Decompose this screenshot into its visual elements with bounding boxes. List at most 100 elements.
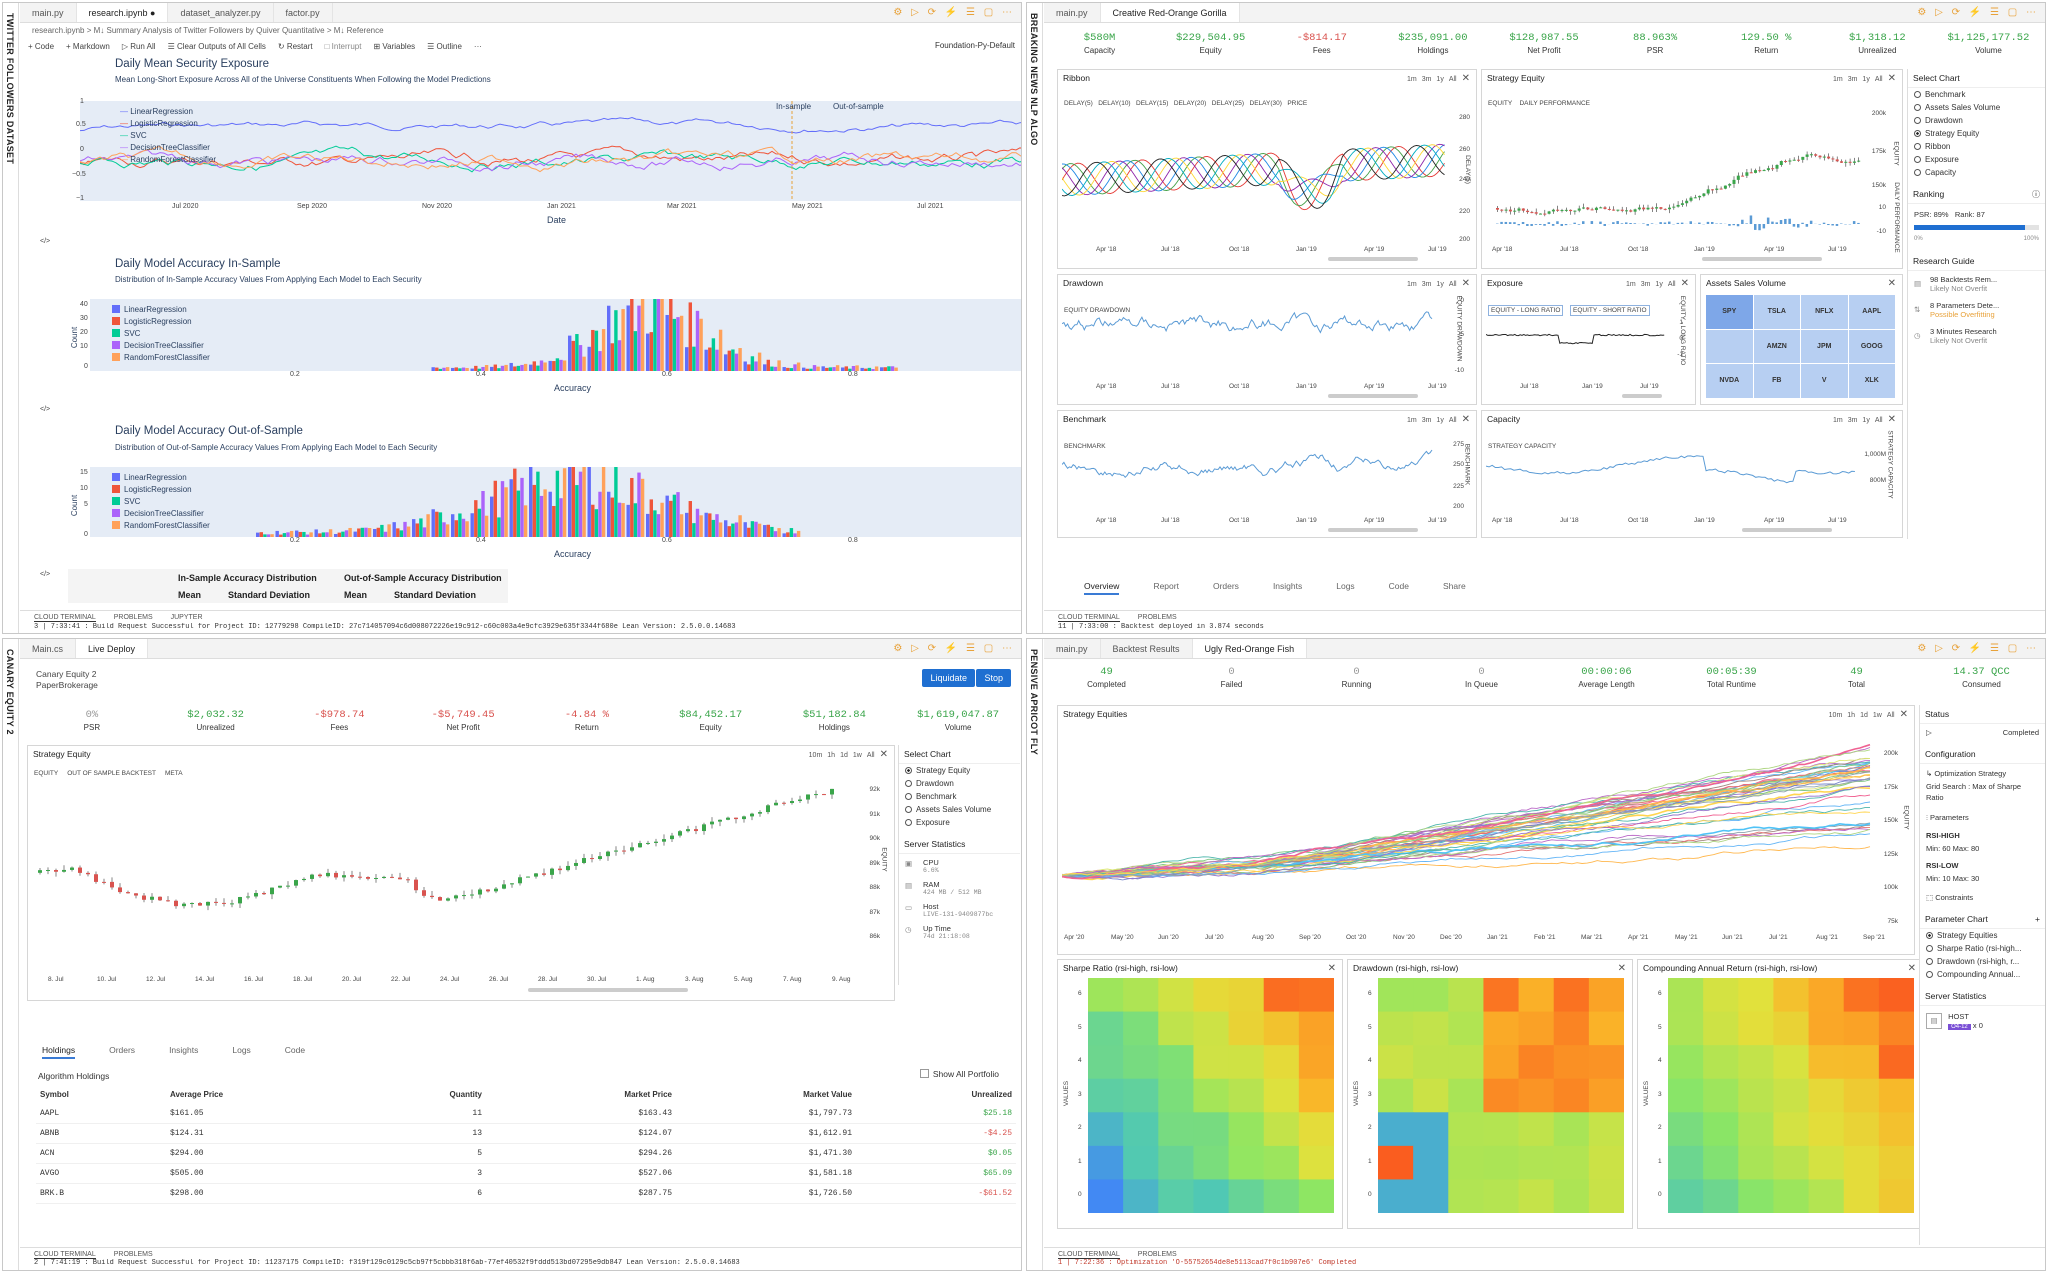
tab-optimization[interactable]: Ugly Red-Orange Fish (1192, 639, 1308, 658)
heatmap-cell[interactable] (1088, 978, 1124, 1013)
heatmap-cell[interactable] (1298, 978, 1334, 1013)
heatmap-cell[interactable] (1808, 1011, 1845, 1046)
heatmap-cell[interactable] (1738, 1011, 1774, 1046)
heatmap-cell[interactable] (1518, 1112, 1555, 1147)
radio-benchmark[interactable]: Benchmark (1908, 88, 2045, 101)
heatmap-cell[interactable] (1738, 1078, 1774, 1113)
heatmap-cell[interactable] (1588, 1078, 1624, 1113)
heatmap-cell[interactable] (1483, 1145, 1520, 1180)
heatmap-cell[interactable] (1843, 1011, 1880, 1046)
col-quantity[interactable]: Quantity (449, 1090, 482, 1099)
heatmap-cell[interactable] (1808, 1145, 1845, 1180)
heatmap-cell[interactable] (1773, 1045, 1810, 1080)
tab-research-ipynb[interactable]: research.ipynb ● (76, 3, 169, 22)
radio-icon[interactable] (1926, 932, 1933, 939)
heatmap-cell[interactable] (1878, 1179, 1914, 1213)
heatmap-cell[interactable] (1843, 1045, 1880, 1080)
range-selector[interactable]: 10m 1h 1d 1w All ✕ (1828, 709, 1908, 720)
heatmap-cell[interactable] (1158, 1179, 1194, 1213)
heatmap-cell[interactable] (1808, 1112, 1845, 1147)
tab-backtest-results[interactable]: Backtest Results (1101, 639, 1193, 658)
heatmap-cell[interactable] (1808, 1179, 1845, 1213)
heatmap-cell[interactable] (1843, 1078, 1880, 1113)
heatmap-cell[interactable] (1738, 1112, 1774, 1147)
heatmap-cell[interactable] (1703, 1045, 1739, 1080)
heatmap-cell[interactable] (1588, 978, 1624, 1013)
heatmap-cell[interactable] (1413, 1078, 1449, 1113)
heatmap-cell[interactable] (1518, 1145, 1555, 1180)
run-all-button[interactable]: ▷ Run All (121, 41, 156, 51)
radio-icon[interactable] (905, 767, 912, 774)
heatmap-cell[interactable] (1738, 978, 1774, 1013)
range-selector[interactable]: 1m 3m 1y All ✕ (1832, 73, 1896, 84)
heatmap-cell[interactable] (1378, 978, 1414, 1013)
heatmap-cell[interactable] (1158, 978, 1194, 1013)
tab-main-py[interactable]: main.py (20, 3, 77, 22)
heatmap-cell[interactable] (1703, 1011, 1739, 1046)
heatmap-cell[interactable] (1878, 1078, 1914, 1113)
heatmap-cell[interactable] (1553, 978, 1590, 1013)
tab-problems[interactable]: PROBLEMS (1137, 1251, 1177, 1258)
tab-cloud-terminal[interactable]: CLOUD TERMINAL (34, 1251, 96, 1259)
close-icon[interactable]: ✕ (1887, 278, 1896, 289)
radio-drawdown-rsi-high-r-[interactable]: Drawdown (rsi-high, r... (1920, 955, 2045, 968)
table-row[interactable]: ACN $294.00 5 $294.26 $1,471.30 $0.05 (36, 1143, 1016, 1164)
heatmap-cell[interactable] (1298, 1045, 1334, 1080)
radio-ribbon[interactable]: Ribbon (1908, 140, 2045, 153)
tab-logs[interactable]: Logs (1336, 581, 1355, 591)
heatmap-cell[interactable] (1483, 1112, 1520, 1147)
heatmap-cell[interactable] (1088, 1179, 1124, 1213)
show-all-toggle[interactable]: Show All Portfolio (919, 1069, 999, 1079)
table-row[interactable]: BRK.B $298.00 6 $287.75 $1,726.50 -$61.52 (36, 1183, 1016, 1204)
heatmap-cell[interactable] (1588, 1179, 1624, 1213)
heatmap-cell[interactable] (1228, 1078, 1265, 1113)
treemap-cell[interactable]: NVDA (1706, 364, 1753, 398)
heatmap-cell[interactable] (1773, 1145, 1810, 1180)
heatmap-cell[interactable] (1298, 1078, 1334, 1113)
heatmap-cell[interactable] (1123, 1112, 1159, 1147)
tab-holdings[interactable]: Holdings (42, 1045, 76, 1059)
heatmap-cell[interactable] (1123, 978, 1159, 1013)
radio-icon[interactable] (1914, 91, 1921, 98)
heatmap-cell[interactable] (1448, 1011, 1484, 1046)
heatmap-cell[interactable] (1193, 978, 1230, 1013)
heatmap-cell[interactable] (1378, 1145, 1414, 1180)
heatmap-cell[interactable] (1808, 1045, 1845, 1080)
heatmap-cell[interactable] (1193, 1145, 1230, 1180)
stop-button[interactable]: Stop (976, 669, 1011, 687)
heatmap-cell[interactable] (1378, 1045, 1414, 1080)
heatmap-cell[interactable] (1298, 1112, 1334, 1147)
heatmap-cell[interactable] (1448, 1045, 1484, 1080)
heatmap-cell[interactable] (1193, 1179, 1230, 1213)
chart-scrollbar[interactable] (1702, 257, 1822, 261)
heatmap-cell[interactable] (1518, 1045, 1555, 1080)
add-markdown-button[interactable]: + Markdown (66, 41, 110, 51)
tab-dataset-analyzer[interactable]: dataset_analyzer.py (168, 3, 274, 22)
heatmap-cell[interactable] (1588, 1145, 1624, 1180)
heatmap-cell[interactable] (1228, 1145, 1265, 1180)
heatmap-cell[interactable] (1228, 1011, 1265, 1046)
liquidate-button[interactable]: Liquidate (922, 669, 975, 687)
treemap-cell[interactable]: AMZN (1753, 329, 1800, 364)
radio-icon[interactable] (905, 793, 912, 800)
heatmap-cell[interactable] (1808, 978, 1845, 1013)
radio-benchmark[interactable]: Benchmark (899, 790, 1020, 803)
heatmap-cell[interactable] (1193, 1078, 1230, 1113)
treemap-cell[interactable]: JPM (1801, 329, 1848, 364)
radio-drawdown[interactable]: Drawdown (1908, 114, 2045, 127)
heatmap-cell[interactable] (1448, 1179, 1484, 1213)
col-average-price[interactable]: Average Price (170, 1090, 224, 1099)
treemap-cell[interactable] (1706, 329, 1753, 364)
tab-problems[interactable]: PROBLEMS (1137, 614, 1177, 621)
tab-jupyter[interactable]: JUPYTER (170, 614, 203, 621)
tab-insights[interactable]: Insights (1272, 581, 1303, 591)
help-icon[interactable]: ⓘ (2032, 190, 2040, 199)
heatmap-cell[interactable] (1448, 1112, 1484, 1147)
range-selector[interactable]: 1m 3m 1y All ✕ (1406, 414, 1470, 425)
radio-exposure[interactable]: Exposure (899, 816, 1020, 829)
heatmap-cell[interactable] (1553, 1078, 1590, 1113)
run-controls-icon[interactable]: ⚙ ▷ ⟳ ⚡ ☰ ▢ ⋯ (893, 643, 1015, 654)
heatmap-cell[interactable] (1378, 1078, 1414, 1113)
heatmap-cell[interactable] (1773, 1179, 1810, 1213)
heatmap-cell[interactable] (1413, 978, 1449, 1013)
